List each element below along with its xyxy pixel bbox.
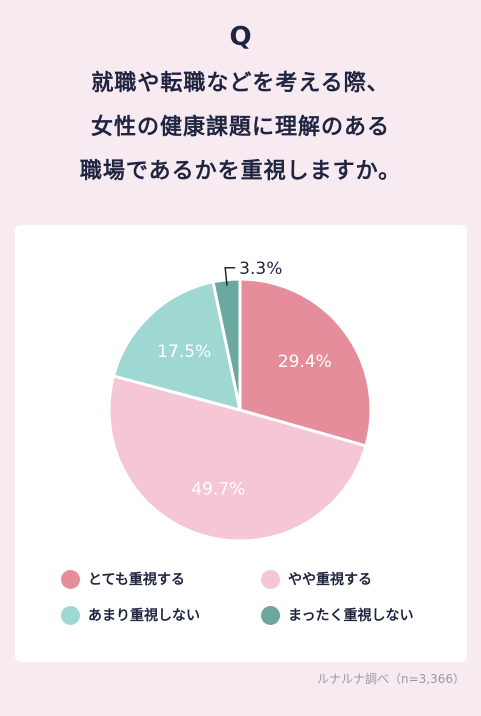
pie-slice [111,280,242,412]
slice-value-label: 49.7% [191,479,245,499]
slice-value-label: 29.4% [278,352,332,372]
question-line: 職場であるかを重視しますか。 [79,159,402,184]
question-line: 女性の健康課題に理解のある [90,115,390,140]
pie-slice [238,277,373,448]
pie-slice [107,374,368,543]
pie-chart: 29.4% 49.7% 17.5% 3.3% [107,259,373,543]
slice-value-label: 17.5% [157,342,211,362]
chart-card: 29.4% 49.7% 17.5% 3.3% とても重視する やや重視する あまり重視… [15,225,467,662]
question-mark: Q [229,22,252,52]
slice-value-label: 3.3% [239,259,282,279]
source-note: ルナルナ調べ（n=3,366） [316,672,465,686]
leader-line [224,267,236,286]
question-text: 就職や転職などを考える際、 女性の健康課題に理解のある 職場であるかを重視します… [0,62,481,194]
question-line: 就職や転職などを考える際、 [91,71,390,96]
